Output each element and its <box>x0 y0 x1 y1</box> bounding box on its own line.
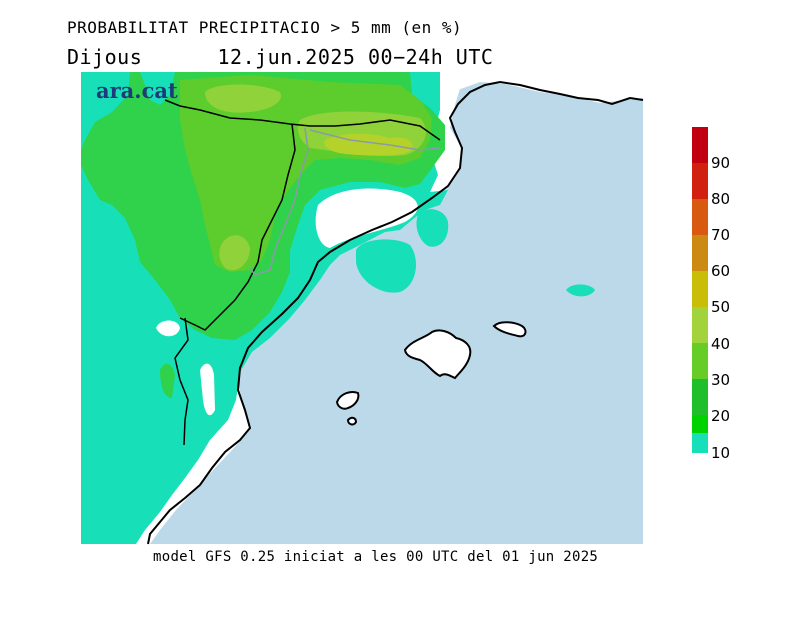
legend-label-60: 60 <box>711 262 731 280</box>
legend-swatch <box>692 163 708 199</box>
legend-swatch <box>692 235 708 271</box>
legend-label-90: 90 <box>711 154 731 172</box>
ara-cat-logo: ara.cat <box>96 78 178 103</box>
legend-swatch <box>692 127 708 163</box>
legend-swatch <box>692 307 708 343</box>
island-mallorca <box>403 329 472 380</box>
day-label: Dijous <box>67 45 143 69</box>
legend-label-20: 20 <box>711 407 731 425</box>
prob-40-area <box>205 84 281 113</box>
legend-swatch <box>692 271 708 307</box>
legend-swatch <box>692 379 708 415</box>
legend-label-10: 10 <box>711 444 731 462</box>
legend-label-30: 30 <box>711 371 731 389</box>
map-subtitle: Dijous 12.jun.2025 00−24h UTC <box>67 45 493 69</box>
legend-swatch <box>692 433 708 453</box>
legend-label-70: 70 <box>711 226 731 244</box>
legend-label-50: 50 <box>711 298 731 316</box>
legend-label-40: 40 <box>711 335 731 353</box>
legend-label-80: 80 <box>711 190 731 208</box>
legend-swatch <box>692 343 708 379</box>
legend-swatch <box>692 199 708 235</box>
coastline <box>147 80 644 545</box>
island-menorca <box>492 321 527 338</box>
island-ibiza <box>335 391 360 410</box>
region-border <box>164 99 441 141</box>
date-range-label: 12.jun.2025 00−24h UTC <box>217 45 494 69</box>
map-title: PROBABILITAT PRECIPITACIO > 5 mm (en %) <box>67 18 463 37</box>
legend-colorbar <box>692 127 708 453</box>
legend-swatch <box>692 415 708 433</box>
land-area <box>81 72 643 103</box>
model-footer: model GFS 0.25 iniciat a les 00 UTC del … <box>153 549 599 565</box>
